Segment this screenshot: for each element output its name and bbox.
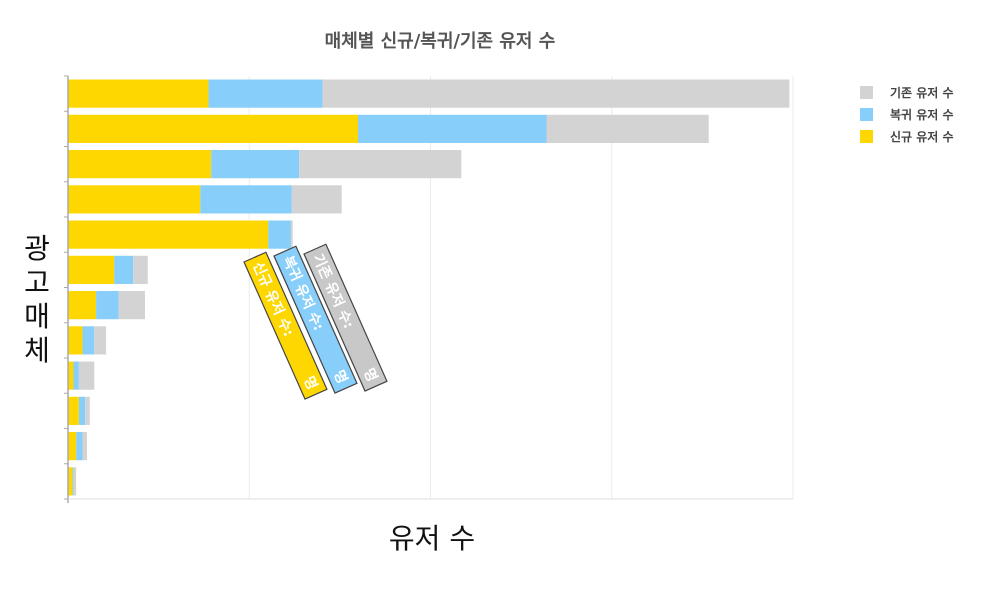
chart-title: 매체별 신규/복귀/기존 유저 수	[325, 31, 556, 52]
bars	[68, 79, 790, 496]
bar-1-10[interactable]	[76, 432, 83, 461]
bar-0-0[interactable]	[68, 79, 209, 108]
bar-1-11[interactable]	[72, 467, 74, 496]
legend-label[interactable]: 기존 유저 수	[890, 85, 954, 100]
bar-0-9[interactable]	[68, 396, 79, 425]
bar-2-7[interactable]	[94, 326, 107, 355]
x-axis-title: 유저 수	[389, 522, 475, 555]
bar-1-2[interactable]	[211, 150, 300, 179]
bar-0-8[interactable]	[68, 361, 74, 390]
bar-2-0[interactable]	[322, 79, 790, 108]
bar-0-5[interactable]	[68, 255, 115, 284]
legend-swatch[interactable]	[860, 130, 873, 143]
bar-0-2[interactable]	[68, 150, 212, 179]
legend-swatch[interactable]	[860, 86, 873, 99]
legend: 기존 유저 수복귀 유저 수신규 유저 수	[860, 85, 954, 144]
bar-2-1[interactable]	[546, 114, 709, 143]
bar-1-8[interactable]	[73, 361, 79, 390]
bar-1-4[interactable]	[268, 220, 291, 249]
bar-0-6[interactable]	[68, 291, 97, 320]
legend-swatch[interactable]	[860, 108, 873, 121]
axes	[64, 75, 793, 503]
bar-0-3[interactable]	[68, 185, 201, 214]
bar-1-9[interactable]	[78, 396, 86, 425]
bar-0-11[interactable]	[68, 467, 73, 496]
bar-1-0[interactable]	[208, 79, 323, 108]
bar-0-4[interactable]	[68, 220, 269, 249]
hover-tooltip: 신규 유저 수:명복귀 유저 수:명기존 유저 수:명	[243, 243, 388, 400]
bar-1-3[interactable]	[200, 185, 292, 214]
bar-2-4[interactable]	[290, 220, 293, 249]
bar-2-10[interactable]	[82, 432, 88, 461]
tooltip-unit: 명	[330, 368, 351, 387]
bar-2-9[interactable]	[85, 396, 90, 425]
bar-2-11[interactable]	[73, 467, 77, 496]
grid-lines	[248, 76, 794, 499]
bar-2-8[interactable]	[78, 361, 95, 390]
bar-2-2[interactable]	[299, 150, 462, 179]
tooltip-unit: 명	[300, 374, 321, 393]
bar-0-10[interactable]	[68, 432, 77, 461]
bar-2-5[interactable]	[133, 255, 148, 284]
bar-0-1[interactable]	[68, 114, 358, 143]
bar-1-1[interactable]	[358, 114, 547, 143]
bar-0-7[interactable]	[68, 326, 83, 355]
legend-label[interactable]: 복귀 유저 수	[890, 107, 954, 122]
tooltip-unit: 명	[360, 366, 381, 385]
bar-2-3[interactable]	[291, 185, 342, 214]
bar-1-5[interactable]	[114, 255, 134, 284]
bar-1-6[interactable]	[96, 291, 119, 320]
bar-2-6[interactable]	[118, 291, 146, 320]
legend-label[interactable]: 신규 유저 수	[890, 129, 954, 144]
bar-1-7[interactable]	[82, 326, 95, 355]
